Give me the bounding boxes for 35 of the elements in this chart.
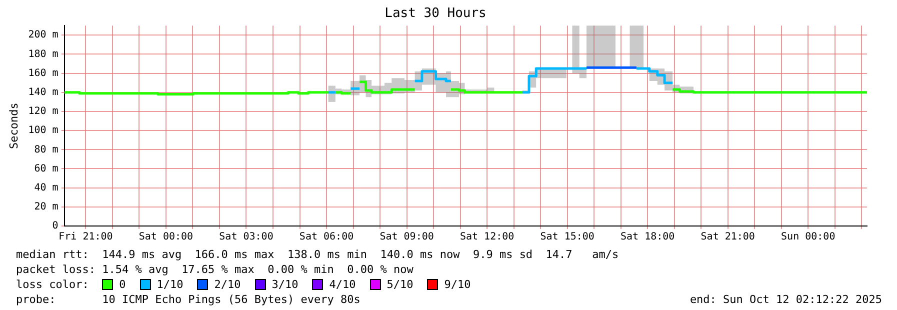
x-tick-label: Sat 03:00: [219, 232, 274, 243]
legend-label: 5/10: [386, 277, 414, 292]
y-tick-label: 80 m: [34, 144, 58, 156]
chart-title: Last 30 Hours: [384, 6, 486, 22]
x-tick-label: Sat 18:00: [620, 232, 675, 243]
x-tick-label: Sat 15:00: [540, 232, 594, 243]
x-tick-label: Sat 21:00: [700, 232, 755, 243]
y-tick-label: 160 m: [28, 68, 58, 79]
text: median rtt: 144.9 ms avg 166.0 ms max 138.0 ms min 140.0 ms now 9.9 ms sd 14.7 am/s: [16, 247, 619, 262]
y-tick-label: 120 m: [28, 106, 58, 118]
y-tick-label: 0: [52, 220, 58, 232]
y-tick-label: 60 m: [34, 163, 58, 174]
x-tick-label: Sat 06:00: [299, 232, 354, 243]
y-tick-label: 200 m: [28, 30, 58, 41]
text: packet loss: 1.54 % avg 17.65 % max 0.00 % min 0.00 % now: [16, 262, 414, 277]
x-tick-label: Sun 00:00: [781, 232, 836, 243]
x-tick-label: Fri 21:00: [58, 232, 113, 243]
y-tick-label: 20 m: [34, 202, 58, 213]
y-tick-label: 100 m: [28, 125, 58, 136]
y-tick-label: 180 m: [28, 48, 58, 60]
text: end: Sun Oct 12 02:12:22 2025: [690, 292, 882, 307]
y-axis-title: Seconds: [7, 102, 20, 149]
legend-label: 1/10: [156, 277, 184, 292]
x-tick-label: Sat 00:00: [138, 232, 194, 243]
x-tick-label: Sat 09:00: [380, 232, 434, 243]
legend-label: 0: [119, 277, 126, 292]
legend-title: loss color:: [16, 277, 90, 292]
legend-label: 9/10: [444, 277, 471, 292]
legend-label: 3/10: [272, 277, 298, 292]
y-tick-label: 40 m: [34, 182, 58, 194]
y-tick-label: 140 m: [28, 86, 58, 98]
legend-label: 4/10: [329, 277, 356, 292]
x-tick-label: Sat 12:00: [460, 232, 514, 243]
text: probe: 10 ICMP Echo Pings (56 Bytes) every 80s: [16, 292, 360, 307]
legend-label: 2/10: [214, 277, 241, 292]
